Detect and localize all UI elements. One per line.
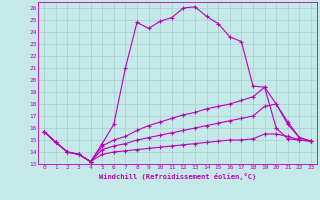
X-axis label: Windchill (Refroidissement éolien,°C): Windchill (Refroidissement éolien,°C): [99, 173, 256, 180]
